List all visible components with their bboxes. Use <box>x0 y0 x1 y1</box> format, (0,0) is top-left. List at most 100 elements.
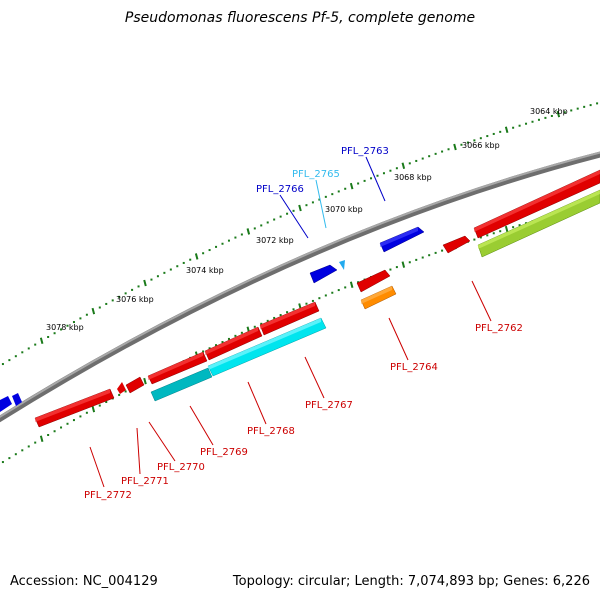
scale-minor-tick <box>421 256 424 259</box>
scale-minor-tick <box>124 292 127 295</box>
scale-minor-tick <box>370 177 373 180</box>
scale-major-tick <box>246 228 251 235</box>
accession-text: Accession: NC_004129 <box>10 574 158 589</box>
scale-minor-tick <box>260 322 263 325</box>
scale-minor-tick <box>344 286 347 289</box>
scale-minor-tick <box>331 291 334 294</box>
scale-minor-tick <box>66 324 69 327</box>
scale-minor-tick <box>221 341 224 344</box>
scale-minor-tick <box>202 350 205 353</box>
scale-minor-tick <box>434 152 437 155</box>
scale-minor-tick <box>311 201 314 204</box>
genome-backbone <box>0 151 600 423</box>
forward-genes <box>0 226 425 412</box>
scale-minor-tick <box>234 236 237 239</box>
feature-teal <box>150 367 213 402</box>
scale-minor-tick <box>202 252 205 255</box>
scale-minor-tick <box>318 297 321 300</box>
scale-minor-tick <box>389 268 392 271</box>
scale-label-3064: 3064 kbp <box>530 107 568 116</box>
scale-minor-tick <box>8 359 11 362</box>
scale-minor-tick <box>169 268 172 271</box>
scale-major-tick <box>91 405 96 413</box>
scale-minor-tick <box>544 116 547 119</box>
scale-label-3076: 3076 kbp <box>116 295 154 304</box>
scale-minor-tick <box>27 347 30 350</box>
scale-minor-tick <box>8 457 11 460</box>
label-pfl-2768: PFL_2768 <box>247 426 295 437</box>
scale-minor-tick <box>589 104 592 107</box>
scale-minor-tick <box>221 242 224 245</box>
scale-minor-tick <box>596 102 599 105</box>
scale-minor-tick <box>34 441 37 444</box>
scale-minor-tick <box>150 278 153 281</box>
scale-minor-tick <box>576 107 579 110</box>
label-pfl-2772: PFL_2772 <box>84 490 132 501</box>
scale-major-tick <box>298 204 302 212</box>
scale-minor-tick <box>428 155 431 158</box>
scale-minor-tick <box>182 261 185 264</box>
feature-track <box>150 189 600 402</box>
scale-minor-tick <box>34 343 37 346</box>
gene-pfl-2770 <box>125 376 145 394</box>
scale-minor-tick <box>305 204 308 207</box>
scale-minor-tick <box>273 316 276 319</box>
scale-minor-tick <box>137 285 140 288</box>
scale-label-3068: 3068 kbp <box>394 173 432 182</box>
scale-minor-tick <box>363 179 366 182</box>
label-pfl-2769: PFL_2769 <box>200 447 248 458</box>
scale-minor-tick <box>79 317 82 320</box>
scale-minor-tick <box>389 169 392 172</box>
scale-minor-tick <box>395 167 398 170</box>
scale-minor-tick <box>21 351 24 354</box>
scale-minor-tick <box>124 390 127 393</box>
scale-minor-tick <box>286 212 289 215</box>
scale-minor-tick <box>279 215 282 218</box>
scale-track-outer <box>1 102 599 366</box>
scale-minor-tick <box>531 120 534 123</box>
scale-minor-tick <box>1 461 4 464</box>
scale-minor-tick <box>466 141 469 144</box>
scale-minor-tick <box>499 230 502 233</box>
scale-minor-tick <box>79 415 82 418</box>
scale-minor-tick <box>286 311 289 314</box>
scale-minor-tick <box>563 111 566 114</box>
scale-minor-tick <box>415 258 418 261</box>
scale-minor-tick <box>525 122 528 125</box>
scale-minor-tick <box>176 265 179 268</box>
scale-minor-tick <box>163 271 166 274</box>
gene-pfl-2765 <box>339 260 345 270</box>
scale-minor-tick <box>441 249 444 252</box>
scale-minor-tick <box>479 137 482 140</box>
scale-minor-tick <box>537 118 540 121</box>
scale-minor-tick <box>111 299 114 302</box>
scale-minor-tick <box>53 430 56 433</box>
scale-minor-tick <box>156 275 159 278</box>
scale-major-tick <box>143 377 147 385</box>
scale-major-tick <box>453 143 457 151</box>
scale-major-tick <box>39 337 44 345</box>
scale-minor-tick <box>266 221 269 224</box>
scale-major-tick <box>39 435 44 443</box>
gene-fragment-left-1 <box>0 396 12 412</box>
label-pfl-2771: PFL_2771 <box>121 476 169 487</box>
scale-minor-tick <box>253 325 256 328</box>
scale-major-tick <box>401 162 406 170</box>
scale-minor-tick <box>47 434 50 437</box>
scale-minor-tick <box>85 313 88 316</box>
gene-pfl-2762b <box>442 235 471 254</box>
scale-minor-tick <box>72 419 75 422</box>
scale-minor-tick <box>105 401 108 404</box>
scale-minor-tick <box>570 109 573 112</box>
scale-minor-tick <box>215 344 218 347</box>
scale-minor-tick <box>331 193 334 196</box>
scale-minor-tick <box>324 195 327 198</box>
label-pfl-2766: PFL_2766 <box>256 184 304 195</box>
gene-pfl-2764 <box>356 269 391 293</box>
scale-minor-tick <box>344 187 347 190</box>
scale-minor-tick <box>441 150 444 153</box>
scale-major-tick <box>91 307 96 315</box>
scale-minor-tick <box>253 227 256 230</box>
scale-label-3078: 3078 kbp <box>46 323 84 332</box>
